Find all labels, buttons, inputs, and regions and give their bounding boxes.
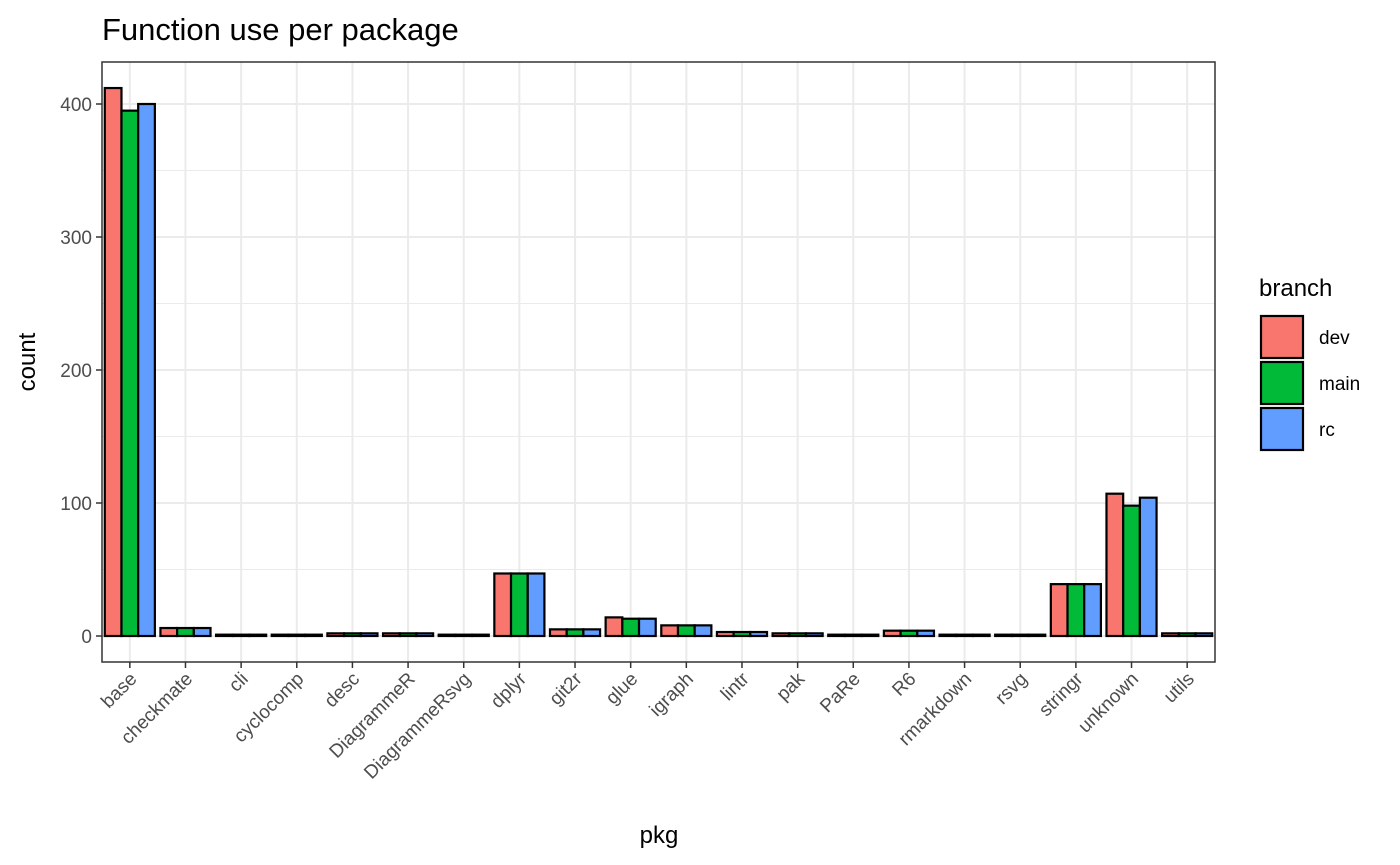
bar-rc-stringr — [1083, 583, 1103, 638]
bar-rc-unknown — [1138, 496, 1158, 638]
bar-dev-base — [103, 86, 123, 638]
bar-main-checkmate — [176, 626, 195, 638]
bar-rc-cyclocomp — [304, 633, 323, 638]
bar-main-dplyr — [509, 572, 529, 638]
bar-rc-pak — [804, 632, 824, 638]
bar-rc-PaRe — [860, 633, 880, 638]
bar-main-cyclocomp — [287, 633, 307, 638]
bar-main-unknown — [1122, 504, 1141, 638]
bar-main-desc — [342, 632, 362, 638]
bar-dev-igraph — [660, 624, 680, 638]
x-tick-label: base — [97, 669, 141, 713]
bar-dev-lintr — [715, 630, 735, 638]
y-axis: 0 100 200 300 400 — [60, 95, 102, 648]
bar-dev-rsvg — [994, 633, 1013, 638]
bar-main-R6 — [899, 629, 919, 638]
bar-main-rmarkdown — [955, 633, 975, 638]
bar-dev-stringr — [1049, 583, 1069, 638]
bar-dev-checkmate — [159, 626, 179, 638]
bar-main-utils — [1177, 632, 1197, 638]
bar-dev-DiagrammeRsvg — [437, 633, 457, 638]
x-tick-label: R6 — [888, 669, 920, 701]
y-axis-title: count — [14, 332, 41, 391]
x-tick-label: igraph — [646, 669, 698, 721]
grid — [102, 62, 1215, 662]
bar-main-lintr — [732, 630, 752, 638]
bar-dev-PaRe — [827, 633, 847, 638]
x-tick-label: lintr — [717, 668, 754, 705]
x-tick-label: PaRe — [816, 669, 864, 717]
bar-main-glue — [621, 617, 641, 638]
legend-label-rc: rc — [1319, 420, 1335, 441]
legend-title: branch — [1259, 275, 1332, 302]
bar-dev-pak — [771, 632, 791, 638]
bar-main-rsvg — [1010, 633, 1030, 638]
bar-dev-dplyr — [493, 572, 513, 638]
bar-dev-R6 — [882, 629, 902, 638]
bar-main-DiagrammeR — [398, 632, 418, 638]
bar-rc-lintr — [749, 630, 769, 638]
x-tick-label: pak — [773, 668, 810, 705]
bar-rc-rsvg — [1027, 633, 1047, 638]
legend-label-dev: dev — [1319, 328, 1350, 349]
bar-rc-git2r — [582, 628, 602, 638]
bar-main-stringr — [1066, 583, 1086, 638]
bar-main-cli — [231, 633, 251, 638]
bar-rc-DiagrammeRsvg — [470, 633, 490, 638]
bar-rc-desc — [359, 632, 379, 638]
bar-main-pak — [788, 632, 808, 638]
x-tick-label: glue — [602, 669, 642, 709]
chart-title: Function use per package — [102, 12, 459, 47]
bar-dev-cyclocomp — [270, 633, 290, 638]
x-tick-label: stringr — [1035, 668, 1088, 721]
legend-label-main: main — [1319, 374, 1360, 395]
x-tick-label: DiagrammeRsvg — [360, 669, 475, 784]
bar-dev-unknown — [1105, 492, 1125, 638]
bar-main-PaRe — [843, 633, 863, 638]
y-tick-label: 300 — [60, 228, 92, 249]
bar-rc-utils — [1194, 632, 1214, 638]
x-tick-label: utils — [1160, 669, 1199, 708]
bar-rc-cli — [248, 633, 268, 638]
y-tick-label: 100 — [60, 494, 92, 515]
bar-rc-checkmate — [192, 626, 212, 638]
legend: branch dev main rc — [1259, 275, 1360, 452]
bar-dev-git2r — [548, 628, 568, 638]
legend-key-dev — [1259, 314, 1305, 360]
x-axis-title: pkg — [640, 822, 679, 849]
bar-main-DiagrammeRsvg — [454, 633, 474, 638]
bar-dev-utils — [1161, 632, 1180, 638]
bar-dev-desc — [326, 632, 346, 638]
bar-main-igraph — [676, 624, 696, 638]
x-tick-label: rsvg — [992, 669, 1032, 709]
bar-dev-rmarkdown — [938, 633, 958, 638]
bar-rc-igraph — [693, 624, 713, 638]
legend-key-rc — [1259, 406, 1305, 452]
x-tick-label: desc — [321, 669, 364, 712]
x-tick-label: cli — [225, 669, 253, 697]
plot-panel-border — [101, 61, 1216, 663]
bars — [103, 86, 1214, 638]
bar-rc-rmarkdown — [971, 633, 991, 638]
bar-rc-glue — [637, 617, 657, 638]
bar-rc-DiagrammeR — [415, 632, 435, 638]
bar-dev-glue — [604, 616, 624, 638]
bar-main-base — [120, 109, 140, 638]
x-tick-label: dplyr — [487, 668, 531, 712]
bar-rc-R6 — [916, 629, 936, 638]
bar-rc-base — [137, 102, 156, 638]
bar-main-git2r — [565, 628, 585, 638]
y-tick-label: 200 — [60, 361, 92, 382]
bar-dev-DiagrammeR — [381, 632, 401, 638]
x-tick-label: git2r — [546, 668, 587, 709]
x-tick-label: unknown — [1074, 669, 1143, 738]
legend-key-main — [1259, 360, 1305, 406]
bar-dev-cli — [214, 633, 234, 638]
y-tick-label: 0 — [81, 627, 92, 648]
bar-rc-dplyr — [526, 572, 546, 638]
y-tick-label: 400 — [60, 95, 92, 116]
